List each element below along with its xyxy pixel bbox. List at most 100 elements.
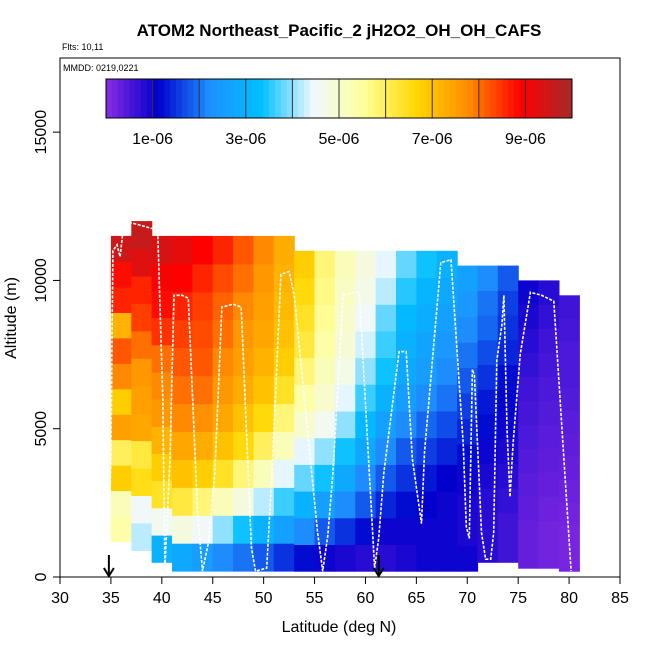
heat-cell (294, 384, 316, 412)
colorbar-frame (105, 78, 573, 119)
y-axis-label: Altitude (m) (3, 277, 20, 359)
down-arrow-head-icon (103, 567, 115, 578)
x-axis: 30 35 40 45 50 55 60 65 70 75 80 85 (51, 577, 629, 607)
x-tick-label: 75 (509, 590, 527, 607)
colorbar-swatch (152, 79, 159, 118)
heat-cell (294, 357, 316, 385)
heat-cell (151, 535, 173, 563)
heat-cell (375, 464, 397, 492)
heat-cell (273, 375, 295, 405)
heat-cell (253, 543, 275, 572)
heat-cell (477, 438, 499, 464)
heat-cell (518, 520, 540, 545)
markers (103, 555, 385, 578)
x-tick-label: 60 (357, 590, 375, 607)
heat-cell (253, 347, 275, 377)
heat-cell (334, 330, 356, 359)
heat-cell (518, 304, 540, 329)
heat-cell (558, 479, 580, 503)
heat-cell (416, 544, 438, 572)
heat-cell (457, 443, 479, 470)
heat-cell (518, 376, 540, 401)
heat-cell (558, 387, 580, 411)
heat-cell (436, 437, 458, 465)
heat-cell (334, 544, 356, 572)
colorbar-swatch (106, 79, 113, 118)
colorbar-swatch (257, 79, 264, 118)
heat-cell (497, 339, 519, 365)
colorbar-swatch (525, 79, 532, 118)
heat-cell (233, 431, 255, 460)
colorbar-swatch (222, 79, 229, 118)
colorbar-swatch (146, 79, 154, 118)
heat-cell (334, 464, 356, 492)
heat-cell (212, 235, 234, 265)
heat-cell (538, 304, 560, 329)
colorbar-swatch (403, 79, 410, 118)
heat-cell (457, 418, 479, 445)
colorbar-swatch (228, 79, 235, 118)
heat-cell (416, 437, 438, 465)
colorbar-swatch (373, 79, 381, 118)
colorbar-swatch (368, 79, 375, 118)
colorbar-swatch (542, 79, 550, 118)
heat-cell (212, 263, 234, 293)
heat-cell (477, 364, 499, 390)
heat-cell (355, 517, 377, 545)
colorbar-swatch (129, 79, 136, 118)
heat-cell (294, 304, 316, 332)
heat-cell (518, 400, 540, 425)
heat-cell (212, 515, 234, 544)
heat-cell (273, 319, 295, 349)
heat-cell (253, 431, 275, 460)
x-tick-label: 35 (102, 590, 120, 607)
heat-cell (314, 330, 336, 359)
heat-cell (151, 317, 173, 346)
colorbar-swatch (181, 79, 188, 118)
heat-cell (477, 488, 499, 514)
dates-label: MMDD: 0219,0221 (63, 63, 139, 73)
colorbar-swatch (234, 79, 241, 118)
heat-cell (151, 263, 173, 291)
heat-cell (396, 304, 417, 332)
heat-cell (253, 403, 275, 432)
colorbar-swatch (467, 79, 474, 118)
colorbar-swatch (315, 79, 322, 118)
heat-cell (538, 496, 560, 521)
heat-cell (457, 545, 479, 572)
heat-cell (253, 235, 275, 265)
heat-cell (436, 410, 458, 439)
heat-cell (396, 437, 417, 465)
heat-cell (355, 357, 377, 385)
heat-cell (233, 263, 255, 293)
heat-cell (538, 352, 560, 377)
colorbar-swatch (490, 79, 497, 118)
colorbar-swatch (379, 79, 387, 118)
heat-cell (233, 291, 255, 321)
colorbar-swatch (216, 79, 223, 118)
heat-cell (294, 464, 316, 492)
colorbar-swatch (205, 79, 212, 118)
heat-cell (151, 426, 173, 454)
colorbar-swatch (438, 79, 445, 118)
colorbar-swatch (554, 79, 561, 118)
heat-cell (110, 312, 132, 339)
heat-cell (151, 290, 173, 319)
colorbar-swatch (286, 79, 293, 118)
colorbar-tick-label: 7e-06 (412, 131, 453, 148)
heat-cell (172, 235, 193, 265)
heat-cell (131, 468, 153, 496)
heat-cell (294, 491, 316, 519)
colorbar-swatch (531, 79, 538, 118)
heat-cell (396, 410, 417, 439)
colorbar-swatch (385, 79, 392, 118)
colorbar-swatch (269, 79, 276, 118)
heat-cell (172, 291, 193, 321)
heat-cell (396, 384, 417, 412)
colorbar-swatch (350, 79, 357, 118)
colorbar-tick-label: 3e-06 (225, 131, 266, 148)
colorbar-swatch (473, 79, 480, 118)
y-tick-label: 10000 (33, 258, 50, 303)
heat-cell (477, 265, 499, 291)
heat-cell (497, 315, 519, 341)
